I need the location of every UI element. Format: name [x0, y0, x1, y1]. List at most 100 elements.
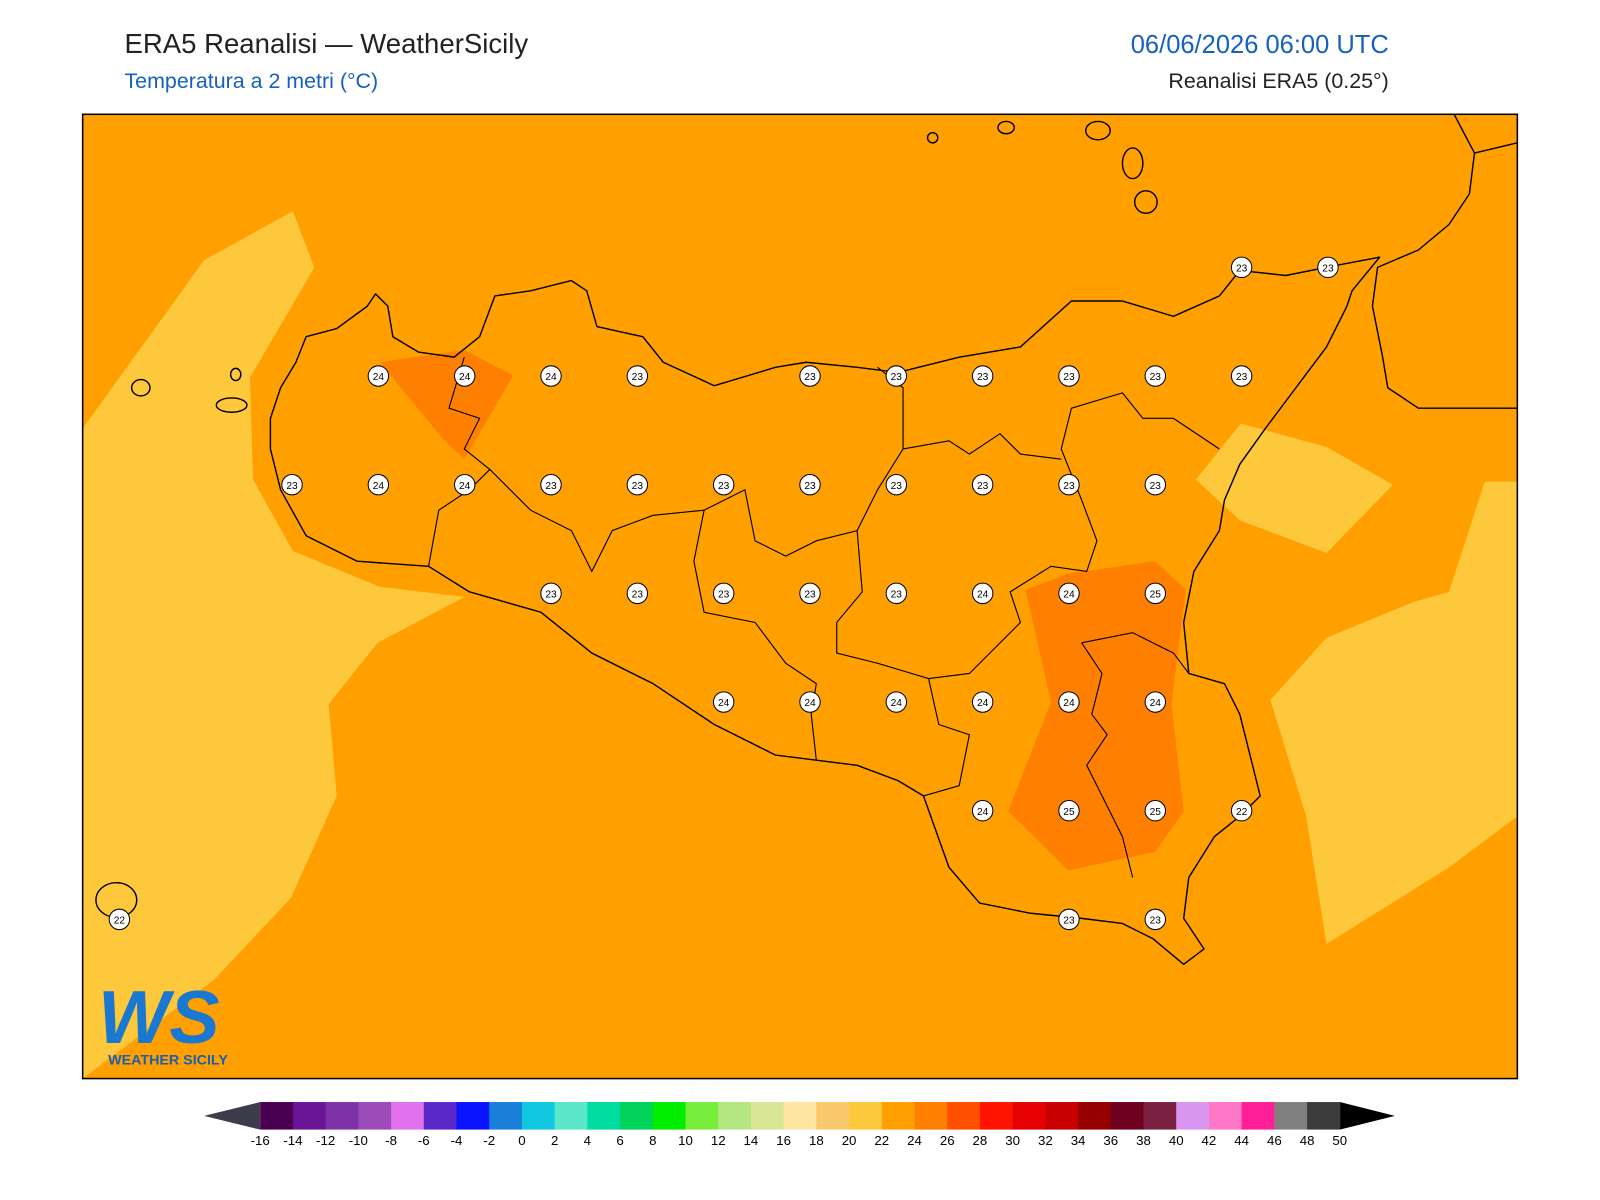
station-value: 23	[891, 589, 903, 600]
colorbar-tick-label: 26	[940, 1133, 955, 1148]
colorbar-swatch	[292, 1102, 327, 1130]
colorbar-tick-label: 12	[711, 1133, 726, 1148]
station-value: 23	[891, 372, 903, 383]
station-marker	[1230, 256, 1253, 279]
colorbar-tick-label: 40	[1169, 1133, 1184, 1148]
station-value: 25	[1150, 589, 1162, 600]
station-marker	[540, 582, 562, 605]
colorbar-tick-label: 32	[1038, 1133, 1053, 1148]
colorbar-swatch	[489, 1102, 523, 1130]
station-marker	[540, 473, 562, 496]
colorbar-tick-label: 36	[1103, 1133, 1118, 1148]
map-frame	[81, 113, 1519, 1080]
province-border	[428, 356, 491, 567]
station-value: 23	[1063, 481, 1075, 492]
province-border	[1081, 642, 1134, 878]
colorbar-swatch	[1110, 1102, 1145, 1130]
station-value: 23	[545, 589, 557, 600]
station-marker	[626, 582, 649, 605]
stations: 23 23 24 24 24 23 23 23 23 23 23 23 23 24 24 23 23 23 23 23…	[108, 256, 1339, 931]
station-marker	[712, 582, 735, 605]
colorbar-swatch	[521, 1102, 556, 1130]
station-marker	[626, 365, 649, 387]
colorbar-swatch	[358, 1102, 392, 1130]
colorbar-swatch	[456, 1102, 490, 1130]
colorbar-swatch	[1078, 1102, 1112, 1130]
map	[82, 114, 1518, 1079]
station-marker	[885, 365, 908, 387]
station-marker	[885, 473, 908, 496]
station-value: 24	[1150, 698, 1162, 709]
colorbar-tick-label: 42	[1202, 1133, 1217, 1148]
station-marker	[108, 908, 131, 931]
colorbar-tick-label: 18	[809, 1133, 824, 1148]
colorbar-swatch	[979, 1102, 1014, 1130]
station-marker	[453, 473, 476, 496]
station-value: 24	[545, 372, 557, 383]
colorbar-tick-label: 20	[842, 1133, 857, 1148]
station-marker	[971, 800, 994, 822]
coastline	[269, 256, 1381, 965]
field-20-22	[82, 211, 465, 1079]
colorbar-tick-label: 38	[1136, 1133, 1151, 1148]
station-value: 23	[1236, 263, 1248, 274]
station-marker	[1144, 582, 1167, 605]
station-value: 24	[1063, 589, 1075, 600]
colorbar-tick-label: 0	[518, 1133, 525, 1148]
colorbar-swatch	[1045, 1102, 1079, 1130]
subtitle: Temperatura a 2 metri (°C)	[124, 69, 378, 93]
province-border	[1081, 632, 1190, 674]
station-marker	[626, 473, 649, 496]
colorbar-tick-label: 24	[907, 1133, 922, 1148]
colorbar-swatch	[1208, 1102, 1243, 1130]
colorbar-swatch	[914, 1102, 948, 1130]
colorbar-under	[204, 1102, 261, 1130]
field-24-26	[379, 350, 514, 460]
station-value: 24	[718, 698, 730, 709]
station-value: 24	[459, 481, 471, 492]
field-20-22	[1270, 481, 1518, 944]
colorbar-tick-label: -14	[283, 1133, 302, 1148]
colorbar-tick-label: 50	[1332, 1133, 1347, 1148]
colorbar-swatch	[783, 1102, 817, 1130]
station-marker	[712, 473, 735, 496]
colorbar-tick-label: 10	[678, 1133, 693, 1148]
station-value: 23	[545, 481, 557, 492]
colorbar-tick-label: 48	[1300, 1133, 1315, 1148]
station-marker	[1317, 256, 1339, 279]
station-marker	[1058, 473, 1080, 496]
station-marker	[1144, 908, 1167, 931]
station-value: 23	[804, 589, 816, 600]
colorbar-tick-label: -10	[349, 1133, 368, 1148]
colorbar-tick-label: -16	[251, 1133, 270, 1148]
colorbar-tick-label: -4	[451, 1133, 463, 1148]
station-value: 25	[1063, 807, 1075, 818]
station-value: 23	[1150, 372, 1162, 383]
station-value: 23	[891, 481, 903, 492]
station-value: 22	[1236, 807, 1248, 818]
station-marker	[1058, 691, 1080, 713]
coastline	[1474, 142, 1518, 154]
logo-mark: WS	[98, 976, 220, 1060]
colorbar-tick-label: 30	[1005, 1133, 1020, 1148]
province-border	[489, 366, 904, 573]
colorbar-swatch	[620, 1102, 654, 1130]
station-marker	[799, 691, 821, 713]
station-value: 24	[1063, 698, 1075, 709]
station-marker	[1058, 582, 1080, 605]
colorbar-tick-label: 34	[1071, 1133, 1086, 1148]
station-value: 24	[373, 481, 385, 492]
station-marker	[712, 691, 735, 713]
station-value: 23	[804, 481, 816, 492]
station-value: 22	[114, 915, 126, 926]
logo-text: WEATHER SICILY	[108, 1052, 228, 1068]
station-marker	[540, 365, 562, 387]
colorbar-swatch	[554, 1102, 588, 1130]
station-value: 23	[1322, 263, 1334, 274]
station-marker	[1058, 800, 1080, 822]
station-value: 23	[1236, 372, 1248, 383]
station-marker	[1058, 365, 1080, 387]
station-marker	[971, 473, 994, 496]
station-marker	[799, 473, 821, 496]
station-value: 24	[804, 698, 816, 709]
